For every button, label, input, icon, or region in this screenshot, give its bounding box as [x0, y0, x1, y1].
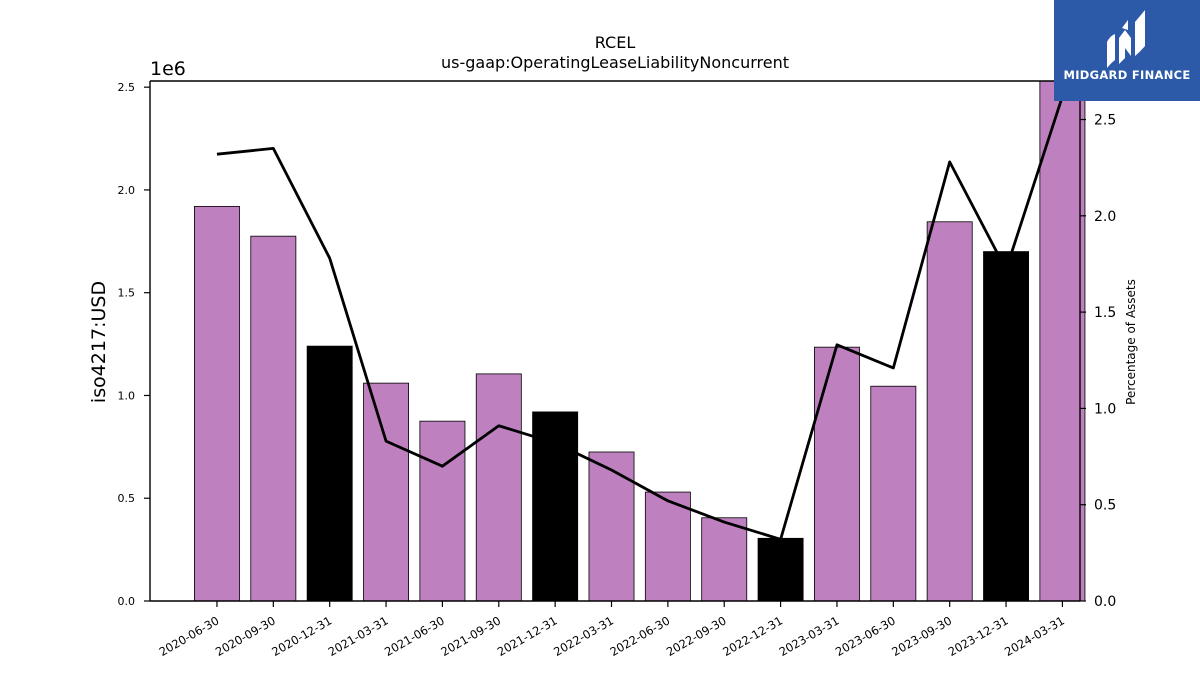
- midgard-logo-icon: [1107, 10, 1145, 68]
- y2-tick-label: 2.5: [1094, 113, 1116, 129]
- x-tick-label: 2021-06-30: [382, 613, 447, 659]
- x-tick-label: 2022-12-31: [720, 613, 785, 659]
- bar-2024-03-31: [1039, 80, 1086, 602]
- bar-2021-09-30: [475, 373, 522, 602]
- bar-2021-06-30: [419, 420, 466, 602]
- y-tick-label: 0.0: [118, 595, 136, 608]
- x-tick-label: 2024-03-31: [1002, 613, 1067, 659]
- x-tick-label: 2021-09-30: [438, 613, 503, 659]
- logo-text: MIDGARD FINANCE: [1063, 68, 1191, 82]
- x-tick-label: 2023-12-31: [946, 613, 1011, 659]
- bar-2023-03-31: [814, 346, 860, 602]
- bar-2020-12-31: [306, 345, 353, 602]
- y2-tick-label: 0.0: [1094, 594, 1116, 610]
- y-axis-offset-label: 1e6: [150, 58, 186, 80]
- y-tick-label: 1.5: [118, 287, 136, 300]
- chart-title: RCEL: [595, 33, 636, 52]
- x-tick-label: 2020-09-30: [213, 613, 278, 659]
- y-tick-label: 0.5: [118, 492, 136, 505]
- x-tick-label: 2022-09-30: [664, 613, 729, 659]
- x-tick-label: 2021-12-31: [495, 613, 560, 659]
- x-tick-label: 2021-03-31: [326, 613, 391, 659]
- y-axis-label: iso4217:USD: [88, 281, 110, 403]
- y2-axis-label: Percentage of Assets: [1124, 279, 1138, 405]
- line-layer: [216, 95, 1064, 541]
- bar-2021-03-31: [363, 382, 410, 602]
- x-tick-label: 2023-03-31: [777, 613, 842, 659]
- bars-layer: [194, 80, 1086, 602]
- x-tick-label: 2022-06-30: [607, 613, 672, 659]
- bar-2023-12-31: [983, 251, 1030, 602]
- x-tick-label: 2020-06-30: [157, 613, 222, 659]
- bar-2020-09-30: [250, 235, 297, 602]
- x-tick-label: 2023-06-30: [833, 613, 898, 659]
- y2-tick-label: 1.0: [1094, 401, 1116, 417]
- y-tick-label: 2.5: [118, 81, 136, 94]
- bar-2023-06-30: [870, 385, 917, 602]
- bar-2022-03-31: [588, 451, 635, 602]
- y-tick-label: 1.0: [118, 389, 136, 402]
- bar-2022-12-31: [757, 537, 804, 602]
- percentage-of-assets-line: [216, 95, 1064, 541]
- x-tick-label: 2020-12-31: [269, 613, 334, 659]
- y-tick-label: 2.0: [118, 184, 136, 197]
- bar-2021-12-31: [532, 411, 579, 602]
- chart-subtitle: us-gaap:OperatingLeaseLiabilityNoncurren…: [441, 53, 789, 72]
- y2-tick-label: 2.0: [1094, 209, 1116, 225]
- x-tick-label: 2022-03-31: [551, 613, 616, 659]
- logo: MIDGARD FINANCE: [1054, 0, 1200, 101]
- y2-tick-label: 1.5: [1094, 305, 1116, 321]
- bar-2023-09-30: [926, 221, 973, 602]
- bar-2020-06-30: [194, 205, 240, 602]
- bar-2022-06-30: [644, 491, 691, 602]
- x-tick-label: 2023-09-30: [889, 613, 954, 659]
- bar-2022-09-30: [701, 517, 748, 602]
- y2-tick-label: 0.5: [1094, 498, 1116, 514]
